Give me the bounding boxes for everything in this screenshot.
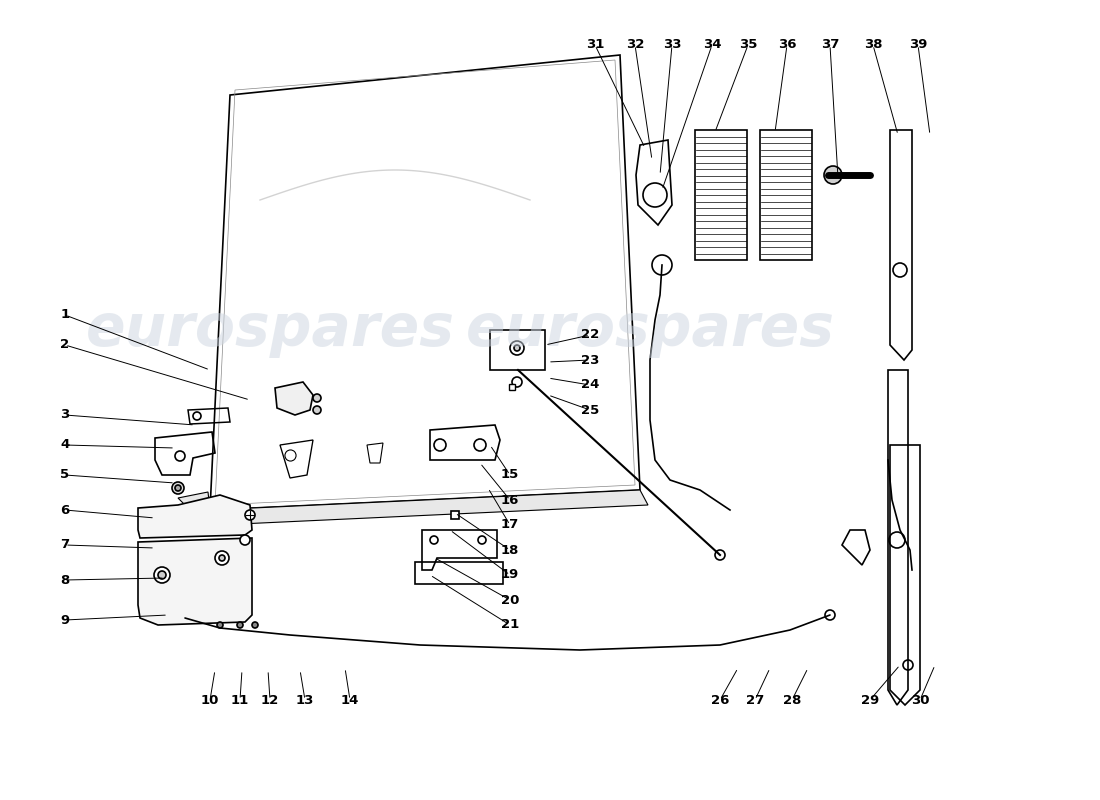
Circle shape [314,394,321,402]
Circle shape [175,485,182,491]
Text: 30: 30 [911,694,930,706]
Circle shape [314,406,321,414]
Text: 36: 36 [778,38,796,51]
Text: 8: 8 [60,574,69,586]
Text: 24: 24 [581,378,600,391]
Polygon shape [138,538,252,625]
Text: 20: 20 [500,594,519,606]
Text: 25: 25 [581,403,600,417]
Circle shape [510,341,524,355]
Text: 26: 26 [711,694,729,706]
Circle shape [219,555,225,561]
Circle shape [514,345,520,351]
Text: 32: 32 [626,38,645,51]
Circle shape [824,166,842,184]
Circle shape [217,622,223,628]
Circle shape [652,255,672,275]
Text: 15: 15 [500,469,519,482]
Text: 37: 37 [821,38,839,51]
Bar [695,130,747,260]
Text: eurospares: eurospares [465,302,835,358]
Circle shape [825,610,835,620]
Circle shape [236,622,243,628]
Text: 23: 23 [581,354,600,366]
Circle shape [240,535,250,545]
Text: 34: 34 [703,38,722,51]
Text: 9: 9 [60,614,69,626]
Text: 31: 31 [586,38,604,51]
Polygon shape [210,490,648,525]
Text: 22: 22 [581,329,600,342]
Text: 7: 7 [60,538,69,551]
Text: 5: 5 [60,469,69,482]
Circle shape [245,510,255,520]
Text: 28: 28 [783,694,801,706]
Text: 3: 3 [60,409,69,422]
Circle shape [252,622,258,628]
Text: 17: 17 [500,518,519,531]
Polygon shape [138,495,252,538]
Text: 2: 2 [60,338,69,351]
Circle shape [172,482,184,494]
Circle shape [158,571,166,579]
Text: 6: 6 [60,503,69,517]
Text: 1: 1 [60,309,69,322]
Text: 14: 14 [341,694,360,706]
Text: 16: 16 [500,494,519,506]
Text: 29: 29 [861,694,879,706]
Text: 4: 4 [60,438,69,451]
Circle shape [214,551,229,565]
Circle shape [644,183,667,207]
Bar [760,130,812,260]
Text: 35: 35 [739,38,757,51]
Text: 19: 19 [500,569,519,582]
Text: 27: 27 [746,694,764,706]
Text: 21: 21 [500,618,519,631]
Text: 39: 39 [909,38,927,51]
Text: eurospares: eurospares [86,302,454,358]
Text: 12: 12 [261,694,279,706]
Text: 13: 13 [296,694,315,706]
Text: 11: 11 [231,694,249,706]
Circle shape [715,550,725,560]
Text: 33: 33 [662,38,681,51]
Text: 10: 10 [201,694,219,706]
Polygon shape [178,492,210,515]
Text: 38: 38 [864,38,882,51]
Circle shape [154,567,170,583]
Text: 18: 18 [500,543,519,557]
Polygon shape [275,382,314,415]
